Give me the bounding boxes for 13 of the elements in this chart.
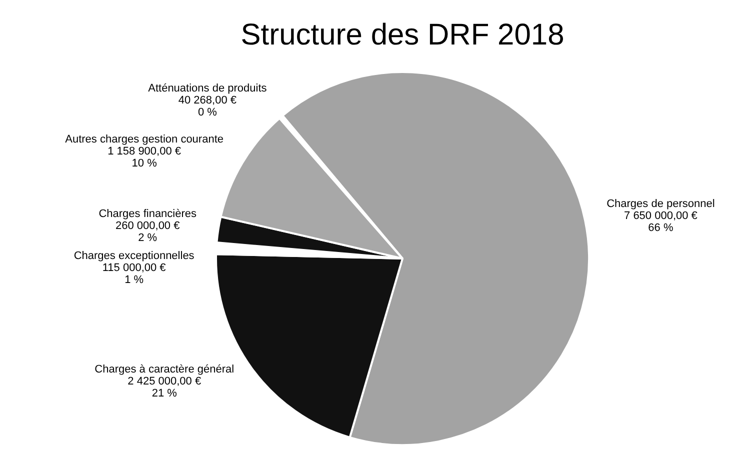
- data-label: 2 425 000,00 € 21 %: [128, 375, 202, 400]
- slice-label: Atténuations de produits: [148, 82, 268, 94]
- chart-title: Structure des DRF 2018: [240, 18, 564, 52]
- slice-label: Charges financières: [98, 208, 198, 220]
- data-label: 260 000,00 € 2 %: [115, 220, 180, 244]
- slice-label: Charges à caractère général: [94, 363, 234, 376]
- data-label: 7 650 000,00 € 66 %: [624, 210, 698, 234]
- slice-label: Charges exceptionnelles: [74, 250, 195, 262]
- data-label: 1 158 900,00 € 10 %: [108, 146, 182, 170]
- data-label: 115 000,00 € 1 %: [102, 262, 166, 286]
- slice-label: Charges de personnel: [606, 198, 715, 210]
- data-label: 40 268,00 € 0 %: [178, 94, 236, 118]
- slice-label: Autres charges gestion courante: [65, 134, 224, 146]
